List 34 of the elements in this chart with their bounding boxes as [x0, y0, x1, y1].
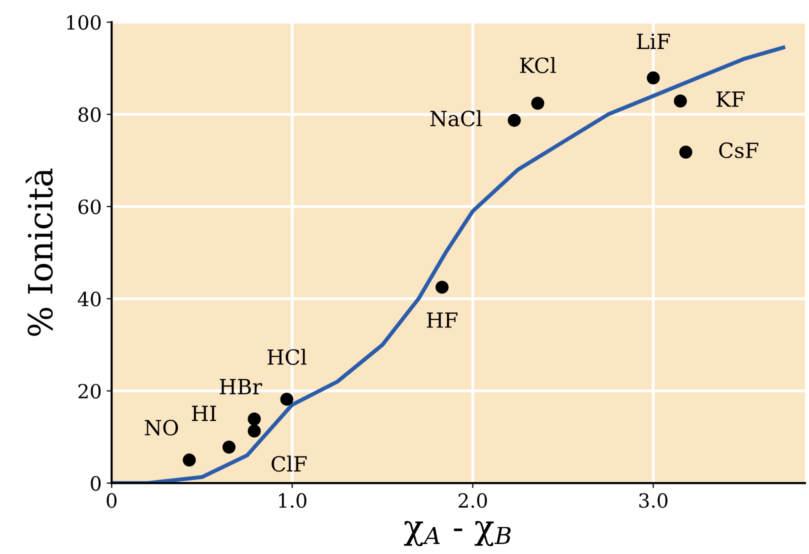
annotation: KF	[716, 92, 745, 107]
x-tick-label: 1.0	[279, 493, 306, 508]
annotation: KCl	[520, 57, 556, 74]
annotation: LiF	[636, 34, 670, 49]
point	[508, 114, 521, 127]
annotation: CsF	[719, 142, 758, 158]
annotation: NaCl	[430, 110, 482, 126]
point	[222, 440, 236, 454]
point	[248, 424, 261, 438]
y-tick-label: 40	[78, 292, 101, 306]
annotation: HF	[426, 312, 458, 328]
point	[674, 94, 687, 108]
point	[248, 412, 261, 426]
point	[182, 454, 196, 467]
annotation: HBr	[220, 379, 262, 394]
y-tick-label: 80	[78, 107, 101, 122]
x-axis-title: χ$_{A}$ - χ$_{B}$	[404, 521, 511, 546]
x-tick-label: 0	[106, 493, 117, 508]
y-tick-label: 60	[78, 199, 101, 214]
annotation: HI	[192, 406, 216, 421]
y-tick-label: 0	[90, 476, 101, 491]
y-tick-label: 20	[78, 384, 101, 399]
y-axis-title: % Ionicità	[26, 168, 53, 336]
x-tick-label: 2.0	[458, 493, 487, 508]
annotation: HCl	[268, 348, 307, 365]
x-tick-label: 3.0	[639, 493, 668, 508]
point	[531, 96, 544, 110]
annotation: NO	[144, 420, 178, 436]
y-tick-label: 100	[67, 15, 101, 30]
point	[679, 146, 692, 159]
point	[436, 280, 449, 294]
annotation: ClF	[272, 456, 307, 472]
point	[280, 392, 294, 406]
point	[646, 71, 660, 84]
